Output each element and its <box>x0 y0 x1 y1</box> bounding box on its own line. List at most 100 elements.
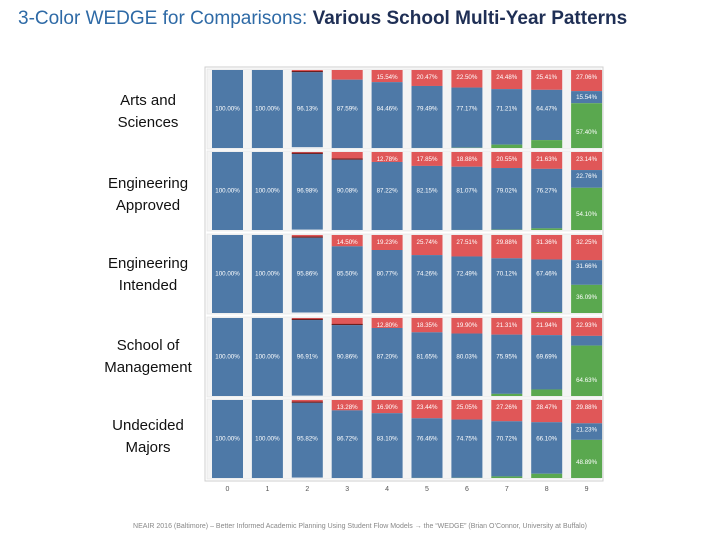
data-label-blue: 76.27% <box>536 188 557 195</box>
data-label-blue: 74.26% <box>417 271 438 278</box>
bar-segment-blue <box>331 159 363 230</box>
data-label-blue: 83.10% <box>377 436 398 443</box>
data-label-blue: 84.46% <box>377 106 398 113</box>
data-label-blue: 72.49% <box>456 271 477 278</box>
data-label-blue: 76.46% <box>417 436 438 443</box>
data-label-blue: 15.54% <box>576 94 597 101</box>
bar-segment-edge <box>291 401 323 403</box>
data-label-red: 32.25% <box>576 239 597 246</box>
bar-segment-blue <box>411 332 443 396</box>
bar-segment-blue <box>451 419 483 478</box>
data-label-blue: 82.15% <box>417 188 438 195</box>
bar-segment-blue <box>291 237 323 313</box>
bar-segment-blue <box>251 318 283 396</box>
data-label-red: 23.44% <box>417 404 438 411</box>
data-label-red: 22.93% <box>576 322 597 329</box>
data-label-blue: 100.00% <box>255 106 280 113</box>
bar-segment-red <box>411 400 443 419</box>
bar-segment-blue <box>491 334 523 394</box>
bar-segment-red <box>491 400 523 422</box>
data-label-red: 25.05% <box>456 404 477 411</box>
bar-segment-red <box>451 400 483 420</box>
row-label-line: Arts and <box>120 92 176 109</box>
data-label-red: 20.55% <box>496 156 517 163</box>
data-label-red: 19.90% <box>456 322 477 329</box>
bar-segment-blue <box>451 166 483 230</box>
bar-segment-blue <box>531 335 563 390</box>
bar-segment-blue <box>251 235 283 313</box>
bar-segment-red <box>451 318 483 334</box>
bar-segment-green <box>491 393 523 396</box>
bar-segment-edge <box>291 70 323 73</box>
bar-segment-blue <box>411 255 443 313</box>
x-tick-label: 6 <box>465 486 469 493</box>
data-label-red: 27.51% <box>456 239 477 246</box>
data-label-blue: 79.49% <box>417 106 438 113</box>
title-part-2: Various School Multi-Year Patterns <box>312 8 628 29</box>
data-label-red: 20.47% <box>417 74 438 81</box>
bar-segment-green <box>571 284 603 313</box>
bar-segment-blue <box>291 153 323 230</box>
x-tick-label: 0 <box>226 486 230 493</box>
bar-segment-red <box>531 235 563 260</box>
bar-segment-red <box>491 235 523 259</box>
bar-segment-blue <box>571 335 603 346</box>
bar-segment-red <box>331 235 363 247</box>
bar-segment-blue <box>531 89 563 141</box>
data-label-blue: 100.00% <box>255 188 280 195</box>
data-label-red: 25.41% <box>536 74 557 81</box>
bar-segment-red <box>531 318 563 336</box>
data-label-red: 17.85% <box>417 156 438 163</box>
data-label-red: 14.50% <box>337 239 358 246</box>
data-label-blue: 81.65% <box>417 354 438 361</box>
data-label-red: 16.90% <box>377 404 398 411</box>
bar-segment-red <box>371 152 403 162</box>
bar-segment-red <box>531 152 563 169</box>
bar-segment-edge <box>291 318 323 321</box>
bar-segment-green <box>491 476 523 478</box>
data-label-blue: 100.00% <box>215 436 240 443</box>
bar-segment-blue <box>371 413 403 478</box>
data-label-blue: 87.22% <box>377 188 398 195</box>
data-label-red: 21.63% <box>536 156 557 163</box>
data-label-red: 28.47% <box>536 404 557 411</box>
bar-segment-red <box>571 235 603 261</box>
bar-segment-blue <box>571 91 603 104</box>
data-label-green: 54.10% <box>576 211 597 218</box>
title-part-1: 3-Color WEDGE for Comparisons: <box>18 8 308 29</box>
bar-segment-blue <box>571 170 603 188</box>
data-label-red: 29.88% <box>576 404 597 411</box>
bar-segment-red <box>571 318 603 336</box>
bar-segment-blue <box>291 72 323 148</box>
data-label-red: 18.35% <box>417 322 438 329</box>
data-label-red: 19.23% <box>377 239 398 246</box>
bar-segment-red <box>331 318 363 326</box>
bar-segment-blue <box>451 256 483 313</box>
data-label-blue: 100.00% <box>255 354 280 361</box>
x-tick-label: 9 <box>585 486 589 493</box>
data-label-red: 12.80% <box>377 322 398 329</box>
bar-segment-red <box>451 235 483 257</box>
bar-segment-red <box>411 318 443 333</box>
data-label-blue: 96.91% <box>297 354 318 361</box>
bar-segment-blue <box>571 260 603 285</box>
bar-segment-blue <box>411 85 443 148</box>
bar-segment-green <box>531 312 563 313</box>
bar-segment-blue <box>531 259 563 313</box>
bar-segment-blue <box>212 235 243 313</box>
bar-segment-blue <box>411 165 443 230</box>
row-label-line: Engineering <box>107 255 189 272</box>
data-label-blue: 85.50% <box>337 271 358 278</box>
data-label-blue: 75.95% <box>496 354 517 361</box>
data-label-blue: 74.75% <box>456 436 477 443</box>
row-label-line: Majors <box>125 439 171 456</box>
data-label-blue: 100.00% <box>215 354 240 361</box>
data-label-blue: 80.77% <box>377 271 398 278</box>
bar-segment-red <box>291 400 323 403</box>
bar-segment-blue <box>491 89 523 145</box>
data-label-blue: 22.76% <box>576 173 597 180</box>
row-label: Undecided Majors <box>92 415 204 459</box>
bar-segment-blue <box>331 325 363 396</box>
data-label-blue: 100.00% <box>215 106 240 113</box>
data-label-blue: 87.20% <box>377 354 398 361</box>
